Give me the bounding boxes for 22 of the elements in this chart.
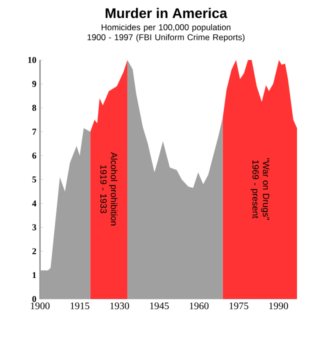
x-tick-label: 1960 [190, 302, 209, 310]
y-tick-label: 4 [32, 200, 36, 206]
chart-subtitle: Homicides per 100,000 population 1900 - 1997 (FBI Uniform Crime Reports) [88, 24, 245, 42]
x-tick-label: 1900 [30, 302, 50, 310]
y-tick-label: 6 [32, 152, 36, 159]
x-tick-label: 1915 [70, 302, 90, 310]
y-tick-label: 3 [32, 224, 36, 230]
x-tick-label: 1945 [150, 302, 169, 310]
y-tick-label: 10 [28, 56, 36, 64]
x-tick-label: 1990 [269, 302, 288, 310]
y-tick-label: 8 [32, 104, 36, 111]
x-tick-label: 1930 [110, 302, 130, 310]
x-tick-label: 1975 [230, 302, 248, 310]
y-tick-label: 7 [32, 128, 36, 135]
y-tick-label: 5 [32, 176, 36, 182]
chart-title: Murder in America [106, 8, 228, 18]
y-tick-label: 2 [32, 248, 36, 254]
annotation: Alcohol prohibition 1919 - 1933 [100, 152, 118, 226]
y-tick-label: 0 [32, 296, 36, 302]
y-tick-label: 9 [32, 80, 36, 87]
annotation: "War on Drugs" 1969 - present [250, 158, 270, 220]
y-tick-label: 1 [32, 272, 36, 278]
